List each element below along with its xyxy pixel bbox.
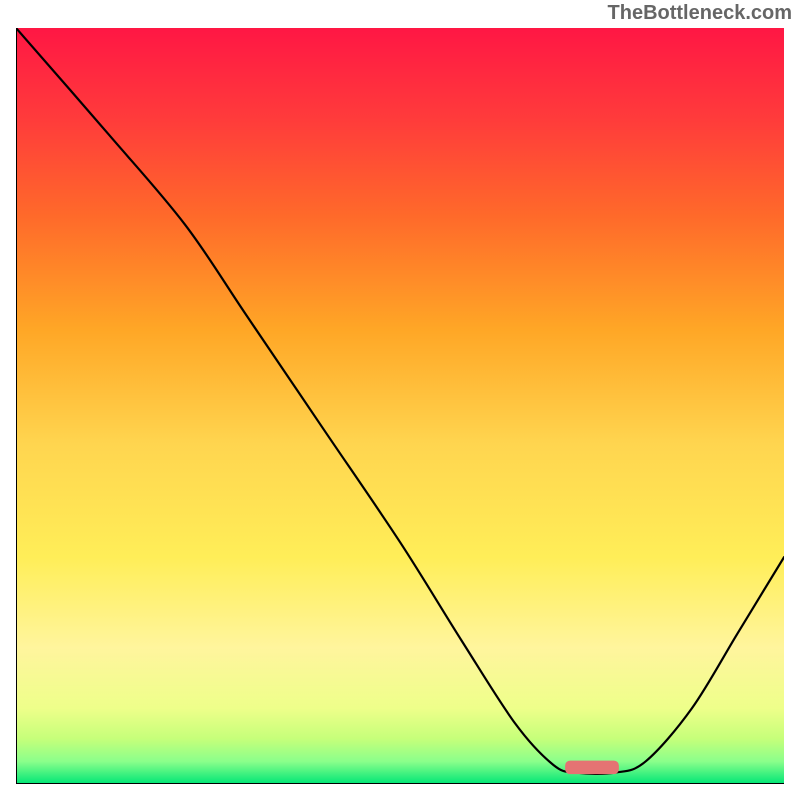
figure-container: TheBottleneck.com bbox=[0, 0, 800, 800]
watermark-text: TheBottleneck.com bbox=[608, 2, 792, 25]
optimal-marker bbox=[565, 761, 619, 775]
chart-area bbox=[16, 28, 784, 784]
bottleneck-chart bbox=[16, 28, 784, 784]
chart-background bbox=[16, 28, 784, 784]
